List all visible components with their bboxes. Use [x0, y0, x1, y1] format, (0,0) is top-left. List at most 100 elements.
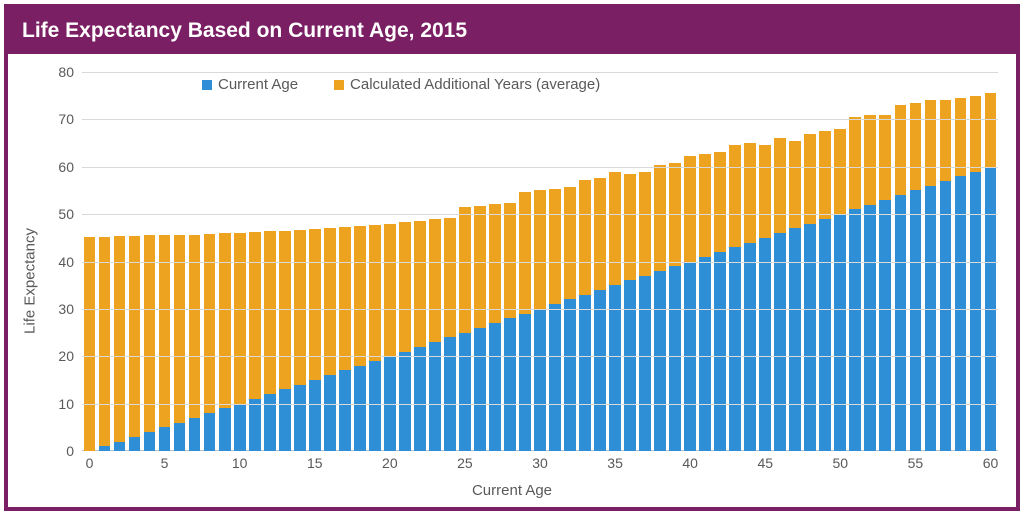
stacked-bar [504, 203, 516, 451]
bar-segment-additional [264, 231, 276, 394]
bar-segment-current [414, 347, 426, 451]
bar-segment-current [204, 413, 216, 451]
stacked-bar [159, 235, 171, 451]
stacked-bar [624, 174, 636, 451]
bar-segment-additional [684, 156, 696, 261]
bar-segment-current [940, 181, 952, 451]
stacked-bar [234, 233, 246, 451]
stacked-bar [729, 145, 741, 451]
stacked-bar [474, 206, 486, 451]
x-tick-label: 60 [983, 455, 999, 471]
stacked-bar [384, 224, 396, 451]
stacked-bar [414, 221, 426, 451]
bar-segment-additional [114, 236, 126, 441]
bar-segment-additional [624, 174, 636, 280]
x-tick-label: 50 [833, 455, 849, 471]
bar-segment-additional [654, 165, 666, 271]
bar-segment-current [519, 314, 531, 451]
legend-label: Current Age [218, 76, 298, 93]
bar-segment-current [459, 333, 471, 451]
bar-segment-current [99, 446, 111, 451]
bar-segment-current [759, 238, 771, 451]
stacked-bar [144, 235, 156, 451]
bar-segment-additional [129, 236, 141, 437]
bar-segment-current [729, 247, 741, 451]
gridline [82, 119, 998, 120]
bar-segment-additional [279, 231, 291, 390]
stacked-bar [549, 189, 561, 451]
y-axis-title: Life Expectancy [22, 228, 39, 334]
plot-area: Current AgeCalculated Additional Years (… [82, 72, 998, 451]
stacked-bar [714, 152, 726, 451]
stacked-bar [985, 93, 997, 451]
bar-segment-current [534, 309, 546, 451]
stacked-bar [579, 180, 591, 451]
bar-segment-additional [84, 237, 96, 451]
bar-segment-additional [174, 235, 186, 423]
bar-segment-current [234, 404, 246, 451]
x-tick-label: 25 [457, 455, 473, 471]
bar-segment-current [895, 195, 907, 451]
bar-segment-additional [444, 218, 456, 337]
bar-segment-additional [399, 222, 411, 351]
bar-segment-additional [309, 229, 321, 380]
bar-segment-current [189, 418, 201, 451]
bar-segment-additional [519, 192, 531, 314]
bar-segment-current [609, 285, 621, 451]
bar-segment-current [819, 219, 831, 451]
chart-header: Life Expectancy Based on Current Age, 20… [8, 8, 1016, 54]
bar-segment-current [579, 295, 591, 451]
stacked-bar [399, 222, 411, 451]
bar-segment-current [474, 328, 486, 451]
bar-segment-additional [804, 134, 816, 224]
bar-segment-current [219, 408, 231, 451]
bar-segment-current [669, 266, 681, 451]
bar-segment-current [594, 290, 606, 451]
bar-segment-current [354, 366, 366, 451]
stacked-bar [99, 237, 111, 451]
y-tick-label: 20 [44, 348, 74, 364]
bar-segment-current [849, 209, 861, 451]
x-tick-label: 10 [232, 455, 248, 471]
legend: Current AgeCalculated Additional Years (… [202, 76, 600, 93]
bar-segment-current [369, 361, 381, 451]
bar-segment-additional [970, 96, 982, 172]
bar-segment-additional [729, 145, 741, 247]
bar-segment-current [834, 214, 846, 451]
bar-segment-additional [955, 98, 967, 176]
bar-segment-additional [354, 226, 366, 366]
bar-segment-additional [234, 233, 246, 404]
bar-segment-current [129, 437, 141, 451]
bar-segment-additional [369, 225, 381, 361]
gridline [82, 309, 998, 310]
bar-segment-current [429, 342, 441, 451]
x-tick-label: 30 [532, 455, 548, 471]
bar-segment-additional [339, 227, 351, 371]
bar-segment-additional [144, 235, 156, 432]
bar-segment-additional [414, 221, 426, 347]
stacked-bar [864, 115, 876, 451]
bar-segment-additional [219, 233, 231, 408]
gridline [82, 167, 998, 168]
bar-segment-additional [744, 143, 756, 242]
stacked-bar [429, 219, 441, 451]
bar-segment-additional [549, 189, 561, 305]
chart-body: 01020304050607080 Life Expectancy Curren… [8, 54, 1016, 507]
stacked-bar [564, 187, 576, 451]
stacked-bar [669, 163, 681, 451]
stacked-bar [879, 115, 891, 451]
bar-segment-additional [534, 190, 546, 309]
bar-segment-additional [774, 138, 786, 233]
x-tick-label: 45 [757, 455, 773, 471]
bar-segment-additional [925, 100, 937, 185]
bar-segment-current [504, 318, 516, 451]
bar-segment-additional [564, 187, 576, 300]
y-tick-label: 10 [44, 396, 74, 412]
bar-segment-additional [609, 172, 621, 286]
stacked-bar [744, 143, 756, 451]
bar-segment-current [489, 323, 501, 451]
chart-frame: Life Expectancy Based on Current Age, 20… [4, 4, 1020, 511]
stacked-bar [594, 178, 606, 451]
stacked-bar [204, 234, 216, 451]
x-tick-label: 15 [307, 455, 323, 471]
